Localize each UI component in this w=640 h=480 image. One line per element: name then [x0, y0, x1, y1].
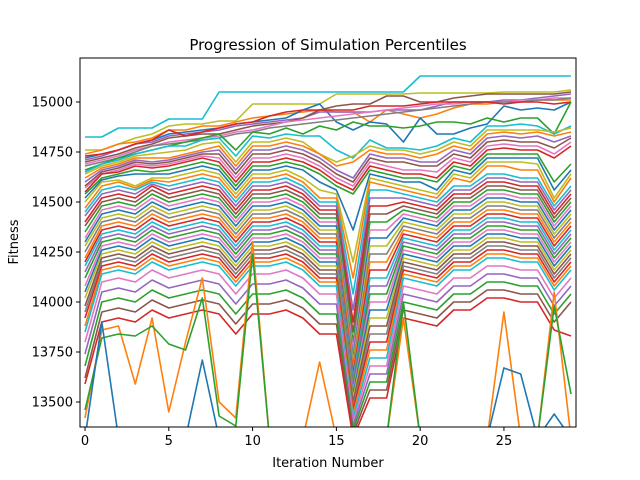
series-line-18: [84, 153, 572, 195]
series-line-21: [84, 165, 572, 279]
series-line-28: [84, 197, 572, 359]
series-line-43: [84, 257, 572, 419]
y-tick-label: 14250: [32, 246, 73, 261]
series-line-24: [84, 181, 572, 323]
series-line-14: [84, 135, 572, 183]
series-line-34: [84, 221, 572, 383]
series-line-44: [84, 265, 572, 423]
series-line-11: [84, 123, 572, 173]
series-line-27: [84, 193, 572, 351]
series-line-36: [84, 229, 572, 391]
series-line-15: [84, 137, 572, 187]
series-line-6: [84, 91, 572, 163]
series-line-23: [84, 177, 572, 311]
series-line-25: [84, 185, 572, 333]
series-line-32: [84, 213, 572, 375]
series-line-49: [84, 241, 571, 427]
x-tick-label: 20: [412, 434, 429, 449]
x-axis: 0 5 10 15 20 25: [81, 427, 512, 449]
series-line-29: [84, 201, 572, 363]
plot-frame: [79, 57, 577, 428]
series-line-1: [85, 75, 571, 138]
x-tick-label: 0: [81, 434, 89, 449]
y-axis: 13500 13750 14000 14250 14500 14750 15000: [32, 96, 80, 411]
series-line-48: [84, 297, 572, 427]
series-line-20: [84, 161, 572, 263]
series-line-12: [84, 127, 572, 175]
series-line-47: [84, 289, 572, 427]
x-tick-label: 5: [165, 434, 173, 449]
series-line-41: [84, 249, 572, 411]
series-line-9: [84, 101, 572, 157]
series-line-33: [84, 217, 572, 379]
series-line-38: [84, 237, 572, 399]
series-line-31: [84, 209, 572, 371]
y-tick-label: 14750: [32, 146, 73, 161]
series-line-46: [84, 281, 572, 427]
series-line-4: [84, 101, 572, 159]
series-line-35: [84, 225, 572, 387]
y-tick-label: 14000: [32, 296, 73, 311]
series-line-2: [85, 89, 572, 151]
series-line-42: [84, 253, 572, 415]
series-layer: [84, 75, 572, 427]
chart-title: Progression of Simulation Percentiles: [189, 36, 467, 54]
x-axis-label: Iteration Number: [272, 456, 384, 471]
x-tick-label: 15: [328, 434, 345, 449]
x-tick-label: 25: [496, 434, 513, 449]
series-line-30: [84, 205, 572, 367]
series-line-40: [84, 245, 572, 407]
series-line-50: [84, 253, 572, 427]
series-line-19: [84, 157, 572, 231]
x-tick-label: 10: [244, 434, 261, 449]
y-tick-label: 13500: [32, 396, 73, 411]
series-line-37: [84, 233, 572, 395]
series-line-13: [84, 131, 572, 179]
series-line-16: [84, 141, 572, 189]
series-line-45: [84, 273, 572, 427]
series-line-22: [84, 173, 572, 295]
series-line-26: [84, 189, 572, 343]
series-line-51: [85, 321, 565, 427]
series-line-39: [84, 241, 572, 403]
y-tick-label: 15000: [32, 96, 73, 111]
y-tick-label: 14500: [32, 196, 73, 211]
y-axis-label: Fitness: [7, 219, 22, 264]
y-tick-label: 13750: [32, 346, 73, 361]
series-line-17: [84, 145, 572, 193]
